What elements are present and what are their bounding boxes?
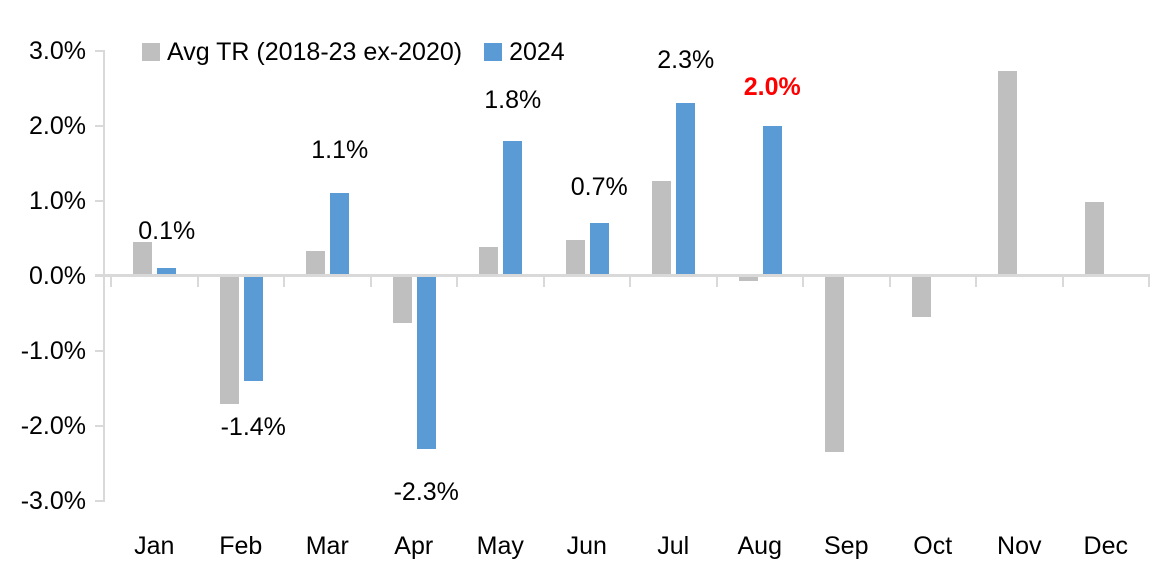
data-label-mar: 1.1% bbox=[311, 136, 369, 164]
data-label-aug: 2.0% bbox=[743, 73, 801, 101]
bar-2024-jul bbox=[676, 103, 695, 276]
y-tick-label: 1.0% bbox=[29, 187, 86, 215]
y-axis-tick bbox=[95, 50, 105, 52]
y-tick-label: -1.0% bbox=[20, 337, 86, 365]
x-tick-label-oct: Oct bbox=[913, 532, 953, 560]
bar-avg-tr-sep bbox=[825, 276, 844, 452]
y-axis-tick bbox=[95, 200, 105, 202]
x-tick-label-apr: Apr bbox=[394, 532, 434, 560]
y-axis-tick bbox=[95, 350, 105, 352]
legend-label-avg-tr: Avg TR (2018-23 ex-2020) bbox=[167, 38, 463, 66]
legend-swatch-avg-tr bbox=[142, 43, 160, 61]
x-axis-tick bbox=[197, 277, 199, 287]
x-axis-tick bbox=[975, 277, 977, 287]
bar-avg-tr-nov bbox=[998, 71, 1017, 276]
y-tick-label: -2.0% bbox=[20, 412, 86, 440]
legend-item-avg-tr: Avg TR (2018-23 ex-2020) bbox=[142, 38, 462, 66]
x-tick-label-nov: Nov bbox=[997, 532, 1042, 560]
x-tick-label-aug: Aug bbox=[737, 532, 782, 560]
data-label-jun: 0.7% bbox=[570, 173, 628, 201]
x-axis-tick bbox=[1062, 277, 1064, 287]
y-axis-tick bbox=[95, 500, 105, 502]
data-label-may: 1.8% bbox=[484, 86, 542, 114]
chart-legend: Avg TR (2018-23 ex-2020) 2024 bbox=[142, 38, 565, 66]
x-tick-label-dec: Dec bbox=[1083, 532, 1128, 560]
legend-label-2024: 2024 bbox=[509, 38, 565, 66]
x-axis-tick bbox=[110, 277, 112, 287]
legend-item-2024: 2024 bbox=[484, 38, 565, 66]
x-tick-label-jun: Jun bbox=[566, 532, 607, 560]
x-axis-tick bbox=[629, 277, 631, 287]
y-tick-label: 3.0% bbox=[29, 37, 86, 65]
bar-2024-jan bbox=[157, 268, 176, 276]
y-tick-label: -3.0% bbox=[20, 487, 86, 515]
x-tick-label-mar: Mar bbox=[305, 532, 349, 560]
legend-swatch-2024 bbox=[484, 43, 503, 61]
x-tick-label-jan: Jan bbox=[134, 532, 175, 560]
x-axis-tick bbox=[889, 277, 891, 287]
bar-avg-tr-aug bbox=[739, 276, 758, 281]
x-axis-tick bbox=[716, 277, 718, 287]
bar-2024-apr bbox=[417, 276, 436, 449]
y-tick-label: 0.0% bbox=[29, 262, 86, 290]
data-label-feb: -1.4% bbox=[220, 413, 286, 441]
bar-avg-tr-apr bbox=[393, 276, 412, 323]
bar-avg-tr-oct bbox=[912, 276, 931, 317]
bar-avg-tr-mar bbox=[306, 251, 325, 276]
x-tick-label-jul: Jul bbox=[657, 532, 690, 560]
x-axis-tick bbox=[802, 277, 804, 287]
x-axis-tick bbox=[1148, 277, 1150, 287]
bar-avg-tr-jul bbox=[652, 181, 671, 276]
x-axis-tick bbox=[370, 277, 372, 287]
y-axis-tick bbox=[95, 425, 105, 427]
x-axis-tick bbox=[283, 277, 285, 287]
bar-avg-tr-jan bbox=[133, 242, 152, 276]
bar-2024-jun bbox=[590, 223, 609, 276]
bar-avg-tr-may bbox=[479, 247, 498, 276]
x-tick-label-sep: Sep bbox=[824, 532, 869, 560]
x-tick-label-may: May bbox=[476, 532, 524, 560]
x-axis-tick bbox=[456, 277, 458, 287]
x-axis-line bbox=[95, 274, 1150, 277]
bar-avg-tr-jun bbox=[566, 240, 585, 276]
y-axis-tick bbox=[95, 125, 105, 127]
data-label-jul: 2.3% bbox=[657, 46, 715, 74]
data-label-jan: 0.1% bbox=[138, 217, 196, 245]
bar-2024-feb bbox=[244, 276, 263, 381]
bar-avg-tr-feb bbox=[220, 276, 239, 404]
bar-2024-mar bbox=[330, 193, 349, 276]
y-tick-label: 2.0% bbox=[29, 112, 86, 140]
x-tick-label-feb: Feb bbox=[219, 532, 263, 560]
data-label-apr: -2.3% bbox=[393, 478, 459, 506]
bar-2024-may bbox=[503, 141, 522, 276]
bar-2024-aug bbox=[763, 126, 782, 276]
x-axis-tick bbox=[543, 277, 545, 287]
bar-avg-tr-dec bbox=[1085, 202, 1104, 276]
